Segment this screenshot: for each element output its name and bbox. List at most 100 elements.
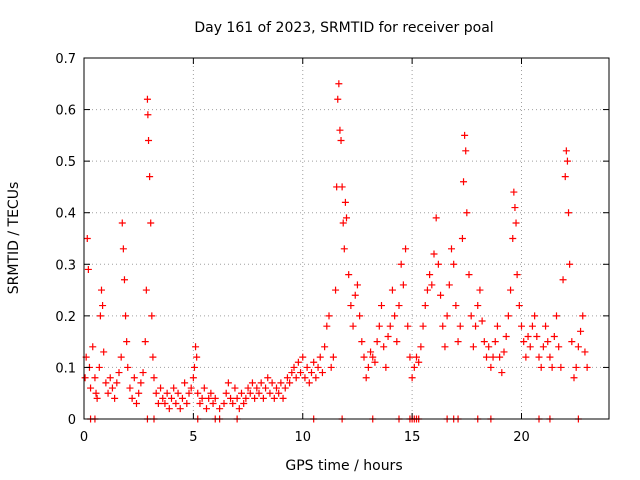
data-point	[382, 363, 390, 371]
data-point	[203, 405, 210, 413]
y-tick-label: 0.3	[55, 258, 76, 273]
data-point	[337, 137, 345, 145]
data-point	[410, 363, 418, 371]
data-point	[375, 322, 383, 330]
data-point	[539, 343, 547, 351]
data-point	[513, 271, 521, 279]
data-point	[165, 405, 173, 413]
data-point	[335, 80, 343, 88]
data-point	[96, 312, 104, 320]
data-point	[216, 405, 224, 413]
data-point	[380, 343, 388, 351]
data-point	[550, 332, 558, 340]
data-point	[89, 343, 97, 351]
data-point	[135, 389, 143, 397]
data-point	[268, 379, 276, 387]
data-point	[458, 235, 466, 242]
data-point	[399, 281, 407, 289]
data-point	[222, 389, 230, 397]
data-point	[270, 394, 278, 402]
data-point	[98, 286, 105, 294]
data-point	[262, 384, 270, 392]
data-point	[305, 379, 313, 387]
data-point	[583, 363, 591, 371]
data-point	[286, 379, 294, 387]
data-point	[308, 369, 315, 377]
data-point	[255, 389, 263, 397]
data-point	[142, 286, 150, 294]
data-point	[561, 173, 569, 181]
data-point	[145, 137, 153, 145]
data-point	[557, 363, 565, 371]
data-point	[531, 312, 539, 320]
data-point	[555, 343, 563, 351]
data-point	[528, 322, 536, 330]
x-tick-label: 0	[80, 430, 88, 445]
data-point	[321, 343, 329, 351]
data-point	[526, 343, 534, 351]
data-point	[325, 312, 333, 320]
data-point	[364, 363, 372, 371]
data-point	[229, 400, 237, 408]
data-point	[148, 312, 156, 320]
data-point	[235, 405, 243, 413]
data-point	[106, 374, 114, 382]
data-point	[198, 394, 206, 402]
data-point	[483, 353, 490, 361]
data-point	[542, 322, 550, 330]
data-point	[454, 338, 462, 346]
data-point	[196, 400, 204, 408]
y-tick-label: 0	[68, 413, 76, 428]
data-point	[87, 384, 95, 392]
data-point	[406, 353, 414, 361]
data-point	[192, 343, 200, 351]
data-point	[152, 389, 160, 397]
data-point	[323, 322, 331, 330]
data-point	[211, 394, 219, 402]
data-point	[485, 343, 493, 351]
data-point	[283, 374, 291, 382]
data-point	[386, 322, 394, 330]
data-point	[533, 332, 541, 340]
data-point	[99, 302, 107, 310]
plot-frame	[83, 57, 610, 420]
data-point	[340, 245, 348, 253]
data-point	[144, 111, 152, 119]
data-point	[205, 394, 213, 402]
data-point	[518, 322, 525, 330]
data-point	[187, 384, 195, 392]
data-point	[419, 322, 427, 330]
data-point	[548, 363, 556, 371]
data-point	[281, 384, 289, 392]
data-point	[445, 281, 453, 289]
data-point	[130, 374, 138, 382]
data-point	[312, 374, 320, 382]
data-point	[150, 374, 158, 382]
data-point	[467, 312, 475, 320]
data-point	[448, 245, 455, 253]
data-point	[161, 400, 169, 408]
y-tick-label: 0.4	[55, 207, 76, 222]
x-tick-label: 10	[294, 430, 311, 445]
data-point	[257, 379, 265, 387]
data-point	[246, 389, 254, 397]
data-point	[338, 183, 346, 191]
data-point	[443, 312, 451, 320]
data-point	[275, 389, 283, 397]
data-point	[373, 338, 381, 346]
data-point	[297, 369, 305, 377]
data-point	[273, 384, 280, 392]
data-point	[544, 338, 552, 346]
data-point	[174, 389, 182, 397]
data-point	[251, 394, 259, 402]
data-point	[113, 379, 121, 387]
data-point	[522, 353, 530, 361]
axis-ticks: 0 0.1 0.2 0.3 0.4 0.5 0.6 0.7 0 5 10 15 20	[55, 52, 609, 445]
data-point	[301, 374, 309, 382]
data-point	[185, 389, 193, 397]
data-point	[126, 384, 134, 392]
data-point	[434, 260, 442, 268]
data-point	[512, 219, 520, 227]
data-point	[397, 260, 405, 268]
